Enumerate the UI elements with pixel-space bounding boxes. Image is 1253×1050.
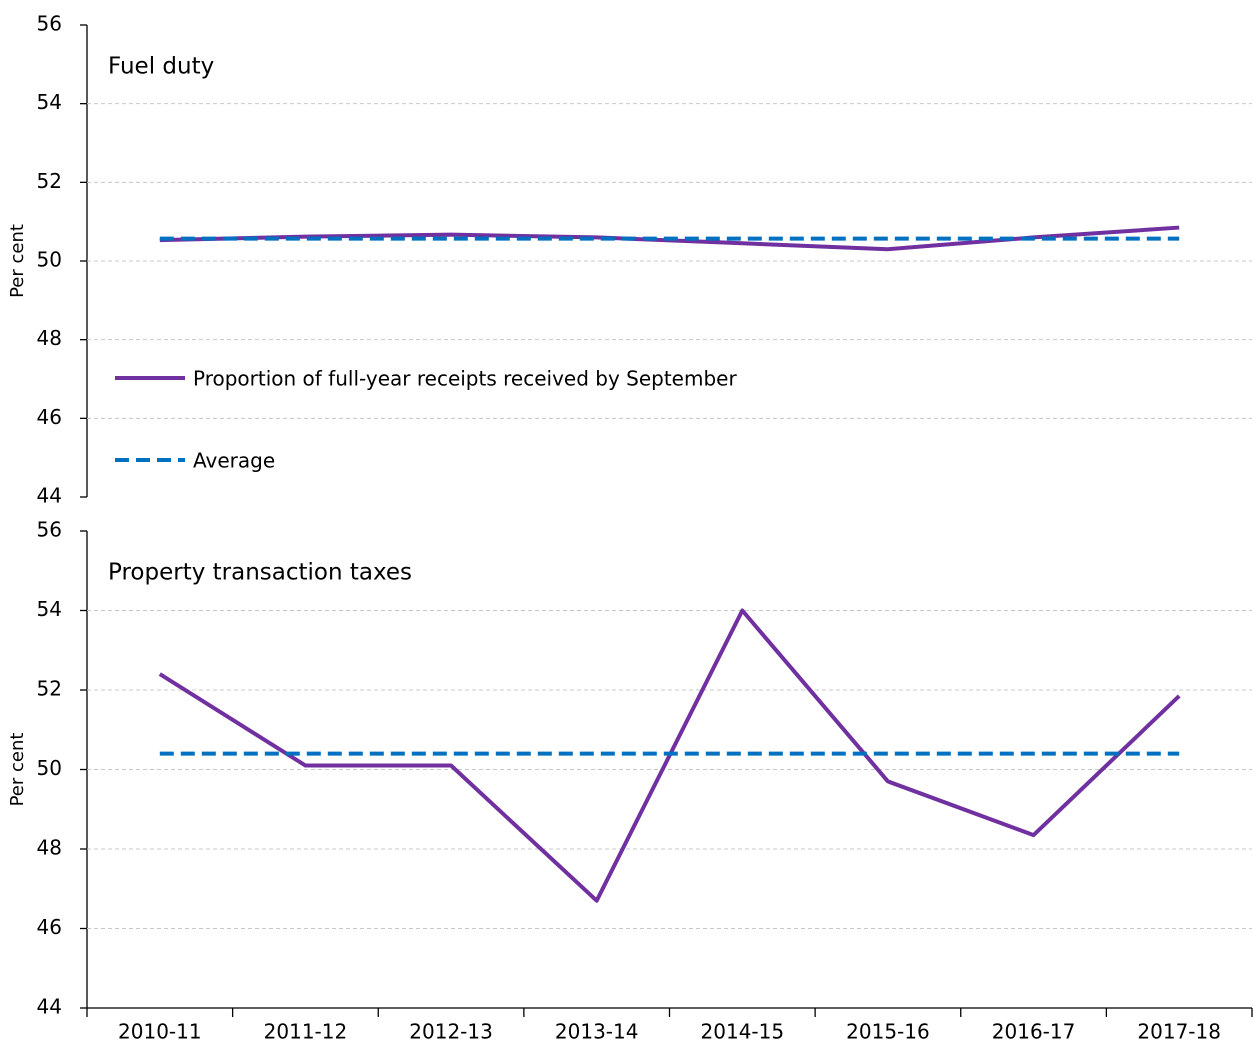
legend-label: Average [193,449,275,473]
x-tick-label: 2012-13 [409,1020,493,1044]
y-tick-label: 54 [37,90,62,114]
panel-title: Property transaction taxes [108,560,412,586]
x-tick-label: 2010-11 [118,1020,202,1044]
x-tick-label: 2013-14 [555,1020,639,1044]
y-tick-label: 44 [37,995,62,1019]
y-tick-label: 56 [37,518,62,542]
y-tick-label: 50 [37,248,62,272]
y-tick-label: 48 [37,326,62,350]
y-tick-label: 54 [37,597,62,621]
y-tick-label: 46 [37,915,62,939]
x-tick-label: 2014-15 [701,1020,785,1044]
y-tick-label: 50 [37,756,62,780]
y-axis-label: Per cent [7,224,28,298]
y-tick-label: 46 [37,405,62,429]
y-axis-label: Per cent [7,733,28,807]
x-tick-label: 2015-16 [846,1020,930,1044]
x-tick-label: 2016-17 [992,1020,1076,1044]
panel-title: Fuel duty [108,54,214,80]
legend-label: Proportion of full-year receipts receive… [193,367,737,391]
y-tick-label: 56 [37,12,62,36]
y-tick-label: 48 [37,836,62,860]
y-tick-label: 44 [37,484,62,508]
y-tick-label: 52 [37,169,62,193]
y-tick-label: 52 [37,677,62,701]
x-tick-label: 2011-12 [264,1020,348,1044]
x-tick-label: 2017-18 [1137,1020,1221,1044]
